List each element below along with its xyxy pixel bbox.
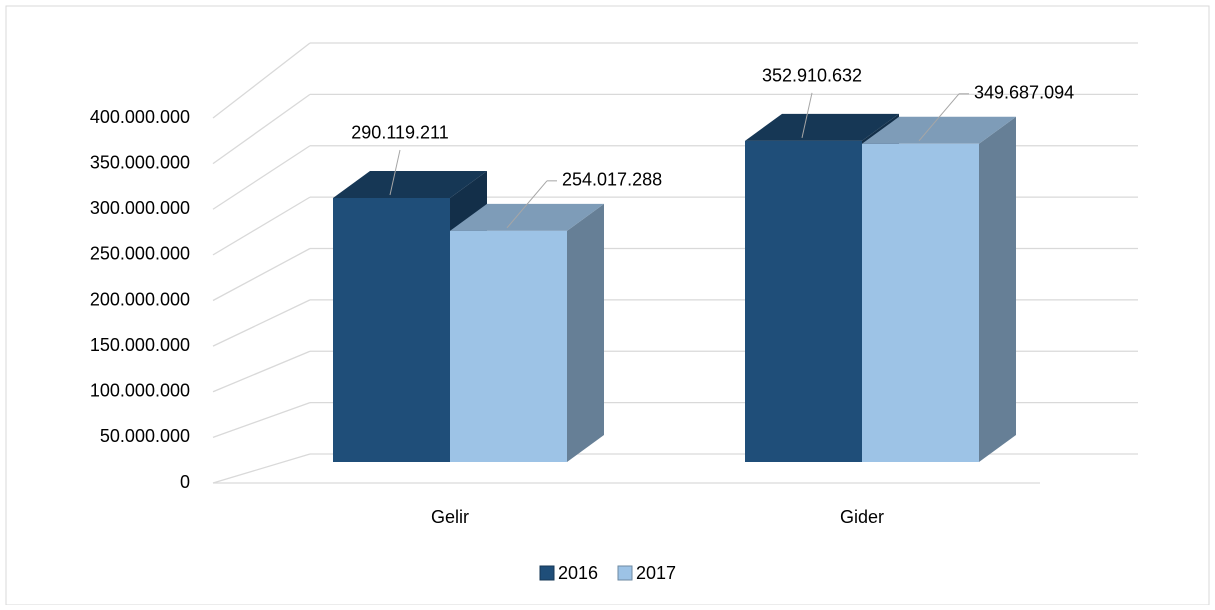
y-tick-label: 300.000.000 bbox=[90, 198, 190, 218]
bar bbox=[333, 197, 450, 462]
bar bbox=[450, 230, 567, 462]
grid-line bbox=[212, 247, 311, 302]
bar-top bbox=[450, 203, 604, 231]
grid-line bbox=[212, 196, 311, 256]
bar-top bbox=[745, 113, 899, 141]
bar bbox=[745, 140, 862, 462]
grid-line bbox=[212, 402, 311, 438]
y-tick-label: 0 bbox=[180, 472, 190, 492]
x-tick-label: Gider bbox=[840, 507, 884, 527]
data-label: 352.910.632 bbox=[762, 66, 862, 86]
legend-label: 2017 bbox=[636, 563, 676, 583]
data-label: 349.687.094 bbox=[974, 83, 1074, 103]
bar bbox=[862, 143, 979, 463]
leader-line bbox=[389, 149, 401, 196]
grid-line bbox=[212, 453, 311, 484]
y-tick-label: 250.000.000 bbox=[90, 244, 190, 264]
y-tick-label: 200.000.000 bbox=[90, 289, 190, 309]
legend-swatch bbox=[539, 565, 555, 581]
bar-side bbox=[979, 116, 1016, 463]
bar-top bbox=[862, 116, 1016, 144]
grid-line bbox=[212, 42, 311, 119]
y-tick-label: 150.000.000 bbox=[90, 335, 190, 355]
x-tick-label: Gelir bbox=[431, 507, 469, 527]
leader-line bbox=[801, 92, 813, 138]
grid-line bbox=[212, 299, 311, 347]
grid-line bbox=[212, 145, 311, 210]
leader-line bbox=[506, 180, 548, 229]
grid-line bbox=[212, 350, 311, 393]
y-tick-label: 350.000.000 bbox=[90, 152, 190, 172]
legend-label: 2016 bbox=[558, 563, 598, 583]
y-tick-label: 100.000.000 bbox=[90, 381, 190, 401]
bar-top bbox=[333, 170, 487, 198]
y-tick-label: 400.000.000 bbox=[90, 107, 190, 127]
leader-line bbox=[918, 93, 960, 142]
bar-side bbox=[567, 203, 604, 462]
legend-swatch bbox=[617, 565, 633, 581]
data-label: 290.119.211 bbox=[351, 123, 448, 143]
y-tick-label: 50.000.000 bbox=[100, 426, 190, 446]
grid-line bbox=[212, 93, 311, 165]
data-label: 254.017.288 bbox=[562, 170, 662, 190]
